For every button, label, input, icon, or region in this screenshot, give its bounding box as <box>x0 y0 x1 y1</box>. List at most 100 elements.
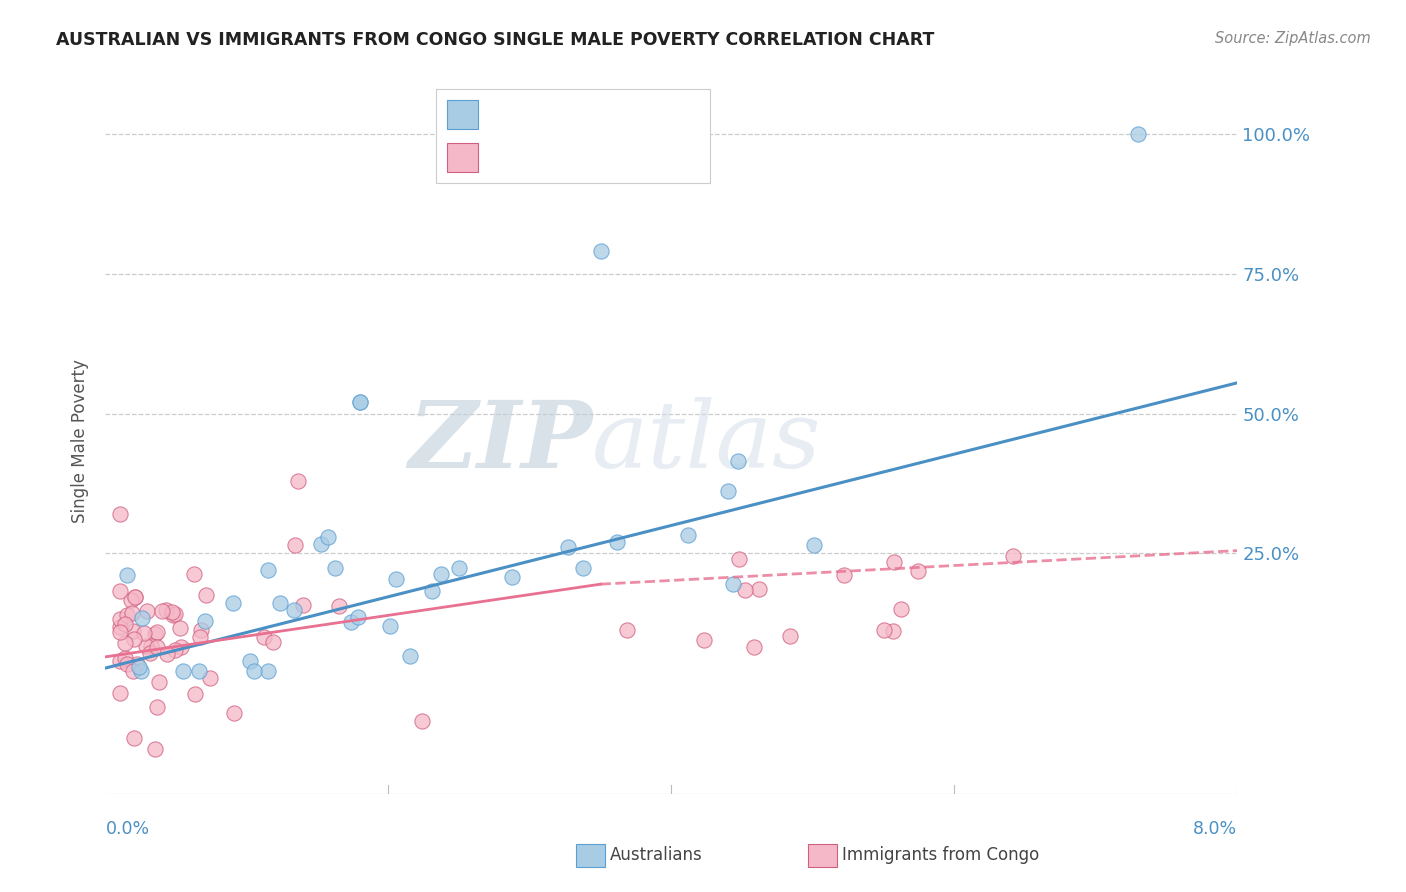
Point <box>557 540 579 554</box>
Point <box>160 605 183 619</box>
Point <box>222 596 245 610</box>
Point <box>1128 127 1150 141</box>
Point <box>269 596 291 610</box>
Point <box>170 640 193 654</box>
Point <box>108 654 131 668</box>
Point <box>148 674 170 689</box>
Point <box>156 647 179 661</box>
Point <box>328 599 350 614</box>
Point <box>717 483 740 498</box>
Point <box>832 568 855 582</box>
Point <box>146 640 169 654</box>
Point <box>162 607 184 622</box>
Point <box>385 573 408 587</box>
Point <box>803 538 825 552</box>
Point <box>873 624 896 638</box>
Point <box>188 630 211 644</box>
Point <box>748 582 770 597</box>
Point <box>120 592 142 607</box>
Point <box>139 639 162 653</box>
Point <box>194 588 217 602</box>
Y-axis label: Single Male Poverty: Single Male Poverty <box>72 359 90 524</box>
Text: 0.0%: 0.0% <box>105 820 149 838</box>
Point <box>572 561 595 575</box>
Point <box>125 657 148 671</box>
Point <box>124 590 146 604</box>
Point <box>108 625 131 640</box>
Point <box>146 624 169 639</box>
Point <box>135 639 157 653</box>
Point <box>589 244 612 259</box>
Point <box>882 624 904 638</box>
Point <box>163 643 186 657</box>
Point <box>907 564 929 578</box>
Point <box>311 537 333 551</box>
Point <box>150 604 173 618</box>
Point <box>122 632 145 647</box>
Point <box>198 671 221 685</box>
Point <box>184 687 207 701</box>
Point <box>378 618 401 632</box>
Point <box>420 583 443 598</box>
Text: Australians: Australians <box>610 847 703 864</box>
Point <box>122 624 145 638</box>
Point <box>114 651 136 665</box>
Point <box>292 599 315 613</box>
Point <box>283 603 305 617</box>
Point <box>108 508 131 522</box>
Point <box>122 731 145 745</box>
Point <box>883 555 905 569</box>
Point <box>132 626 155 640</box>
Point <box>183 567 205 582</box>
Text: R = 0.068   N = 69: R = 0.068 N = 69 <box>486 148 651 166</box>
Point <box>411 714 433 728</box>
Point <box>108 612 131 626</box>
Point <box>262 634 284 648</box>
Point <box>108 583 131 598</box>
Point <box>253 630 276 644</box>
Point <box>129 664 152 678</box>
Text: AUSTRALIAN VS IMMIGRANTS FROM CONGO SINGLE MALE POVERTY CORRELATION CHART: AUSTRALIAN VS IMMIGRANTS FROM CONGO SING… <box>56 31 935 49</box>
Point <box>188 664 211 678</box>
Point <box>124 590 146 604</box>
Point <box>115 608 138 623</box>
Text: Immigrants from Congo: Immigrants from Congo <box>842 847 1039 864</box>
Point <box>616 623 638 637</box>
Point <box>734 582 756 597</box>
Point <box>115 657 138 671</box>
Point <box>115 567 138 582</box>
Text: R = 0.496   N = 38: R = 0.496 N = 38 <box>486 105 651 123</box>
Point <box>163 607 186 622</box>
Point <box>143 742 166 756</box>
Point <box>779 628 801 642</box>
Point <box>501 570 523 584</box>
Point <box>122 664 145 678</box>
Point <box>114 636 136 650</box>
Point <box>190 623 212 637</box>
Point <box>744 640 766 654</box>
Point <box>287 474 309 488</box>
Point <box>243 664 266 678</box>
Point <box>108 686 131 700</box>
Point <box>121 607 143 621</box>
Text: atlas: atlas <box>592 397 821 486</box>
Point <box>224 706 246 721</box>
Point <box>172 664 194 678</box>
Point <box>692 632 714 647</box>
Point <box>284 538 307 552</box>
Point <box>606 535 628 549</box>
Point <box>318 530 340 544</box>
Point <box>890 602 912 616</box>
Point <box>257 664 280 678</box>
Point <box>323 561 346 575</box>
Point <box>131 610 153 624</box>
Point <box>257 563 280 577</box>
Point <box>676 528 699 542</box>
Point <box>128 659 150 673</box>
Text: ZIP: ZIP <box>408 397 592 486</box>
Point <box>1001 549 1024 563</box>
Point <box>349 395 371 409</box>
Point <box>727 454 749 468</box>
Point <box>349 395 371 409</box>
Point <box>721 577 744 591</box>
